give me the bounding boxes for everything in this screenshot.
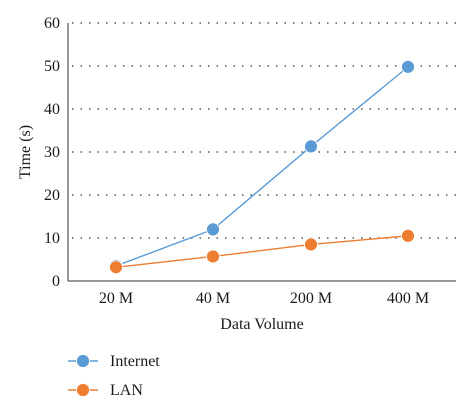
legend-marker-internet (76, 354, 90, 368)
series-line-internet (115, 66, 409, 267)
data-point-lan-0 (109, 260, 123, 275)
data-point-lan-3 (401, 228, 415, 243)
series-lines (109, 59, 415, 275)
x-tick-labels: 20 M 40 M 200 M 400 M (99, 290, 429, 307)
y-tick-label-30: 30 (44, 144, 60, 161)
legend: Internet LAN (68, 353, 160, 399)
y-tick-label-40: 40 (44, 101, 60, 118)
legend-marker-lan (76, 383, 90, 397)
x-tick-label-3: 400 M (387, 290, 429, 307)
x-tick-label-1: 40 M (196, 290, 230, 307)
legend-item-lan: LAN (68, 382, 143, 399)
y-tick-label-50: 50 (44, 58, 60, 75)
series-internet (109, 59, 415, 273)
series-line-lan (115, 235, 409, 268)
y-tick-label-0: 0 (52, 273, 60, 290)
data-point-internet-2 (304, 139, 318, 154)
series-lan (109, 228, 415, 275)
legend-label-internet: Internet (110, 353, 160, 370)
data-point-lan-1 (206, 249, 220, 264)
x-tick-label-0: 20 M (99, 290, 133, 307)
data-point-internet-3 (401, 59, 415, 74)
data-point-internet-1 (206, 222, 220, 237)
y-axis-title: Time (s) (17, 125, 34, 179)
y-tick-label-20: 20 (44, 187, 60, 204)
legend-label-lan: LAN (110, 382, 143, 399)
y-tick-labels: 0 10 20 30 40 50 60 (44, 15, 60, 290)
y-tick-label-60: 60 (44, 15, 60, 32)
gridlines (72, 22, 456, 239)
x-tick-label-2: 200 M (290, 290, 332, 307)
y-tick-label-10: 10 (44, 230, 60, 247)
legend-item-internet: Internet (68, 353, 160, 370)
data-point-lan-2 (304, 237, 318, 252)
x-axis-title: Data Volume (220, 316, 303, 333)
